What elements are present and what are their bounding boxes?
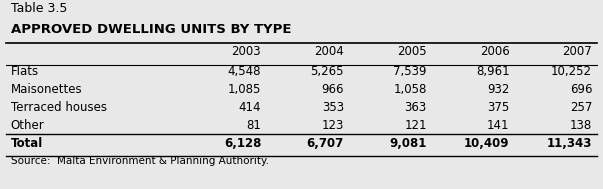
Text: 4,548: 4,548 (228, 65, 261, 78)
Text: 121: 121 (404, 119, 427, 132)
Text: 2004: 2004 (314, 45, 344, 58)
Text: 6,707: 6,707 (307, 137, 344, 150)
Text: 9,081: 9,081 (390, 137, 427, 150)
Text: 353: 353 (322, 101, 344, 114)
Text: Terraced houses: Terraced houses (11, 101, 107, 114)
Text: 2003: 2003 (232, 45, 261, 58)
Text: 5,265: 5,265 (311, 65, 344, 78)
Text: Other: Other (11, 119, 45, 132)
Text: 123: 123 (321, 119, 344, 132)
Text: 8,961: 8,961 (476, 65, 510, 78)
Text: 10,409: 10,409 (464, 137, 510, 150)
Text: 932: 932 (487, 83, 510, 96)
Text: 966: 966 (321, 83, 344, 96)
Text: 138: 138 (570, 119, 592, 132)
Text: APPROVED DWELLING UNITS BY TYPE: APPROVED DWELLING UNITS BY TYPE (11, 23, 291, 36)
Text: 81: 81 (247, 119, 261, 132)
Text: Maisonettes: Maisonettes (11, 83, 83, 96)
Text: 6,128: 6,128 (224, 137, 261, 150)
Text: Table 3.5: Table 3.5 (11, 2, 67, 15)
Text: 7,539: 7,539 (393, 65, 427, 78)
Text: 1,058: 1,058 (393, 83, 427, 96)
Text: 414: 414 (239, 101, 261, 114)
Text: 2006: 2006 (479, 45, 510, 58)
Text: 1,085: 1,085 (228, 83, 261, 96)
Text: Flats: Flats (11, 65, 39, 78)
Text: 2007: 2007 (563, 45, 592, 58)
Text: 10,252: 10,252 (551, 65, 592, 78)
Text: 375: 375 (487, 101, 510, 114)
Text: 11,343: 11,343 (547, 137, 592, 150)
Text: Source:  Malta Environment & Planning Authority.: Source: Malta Environment & Planning Aut… (11, 156, 269, 166)
Text: 2005: 2005 (397, 45, 427, 58)
Text: 363: 363 (405, 101, 427, 114)
Text: 696: 696 (570, 83, 592, 96)
Text: Total: Total (11, 137, 43, 150)
Text: 257: 257 (570, 101, 592, 114)
Text: 141: 141 (487, 119, 510, 132)
